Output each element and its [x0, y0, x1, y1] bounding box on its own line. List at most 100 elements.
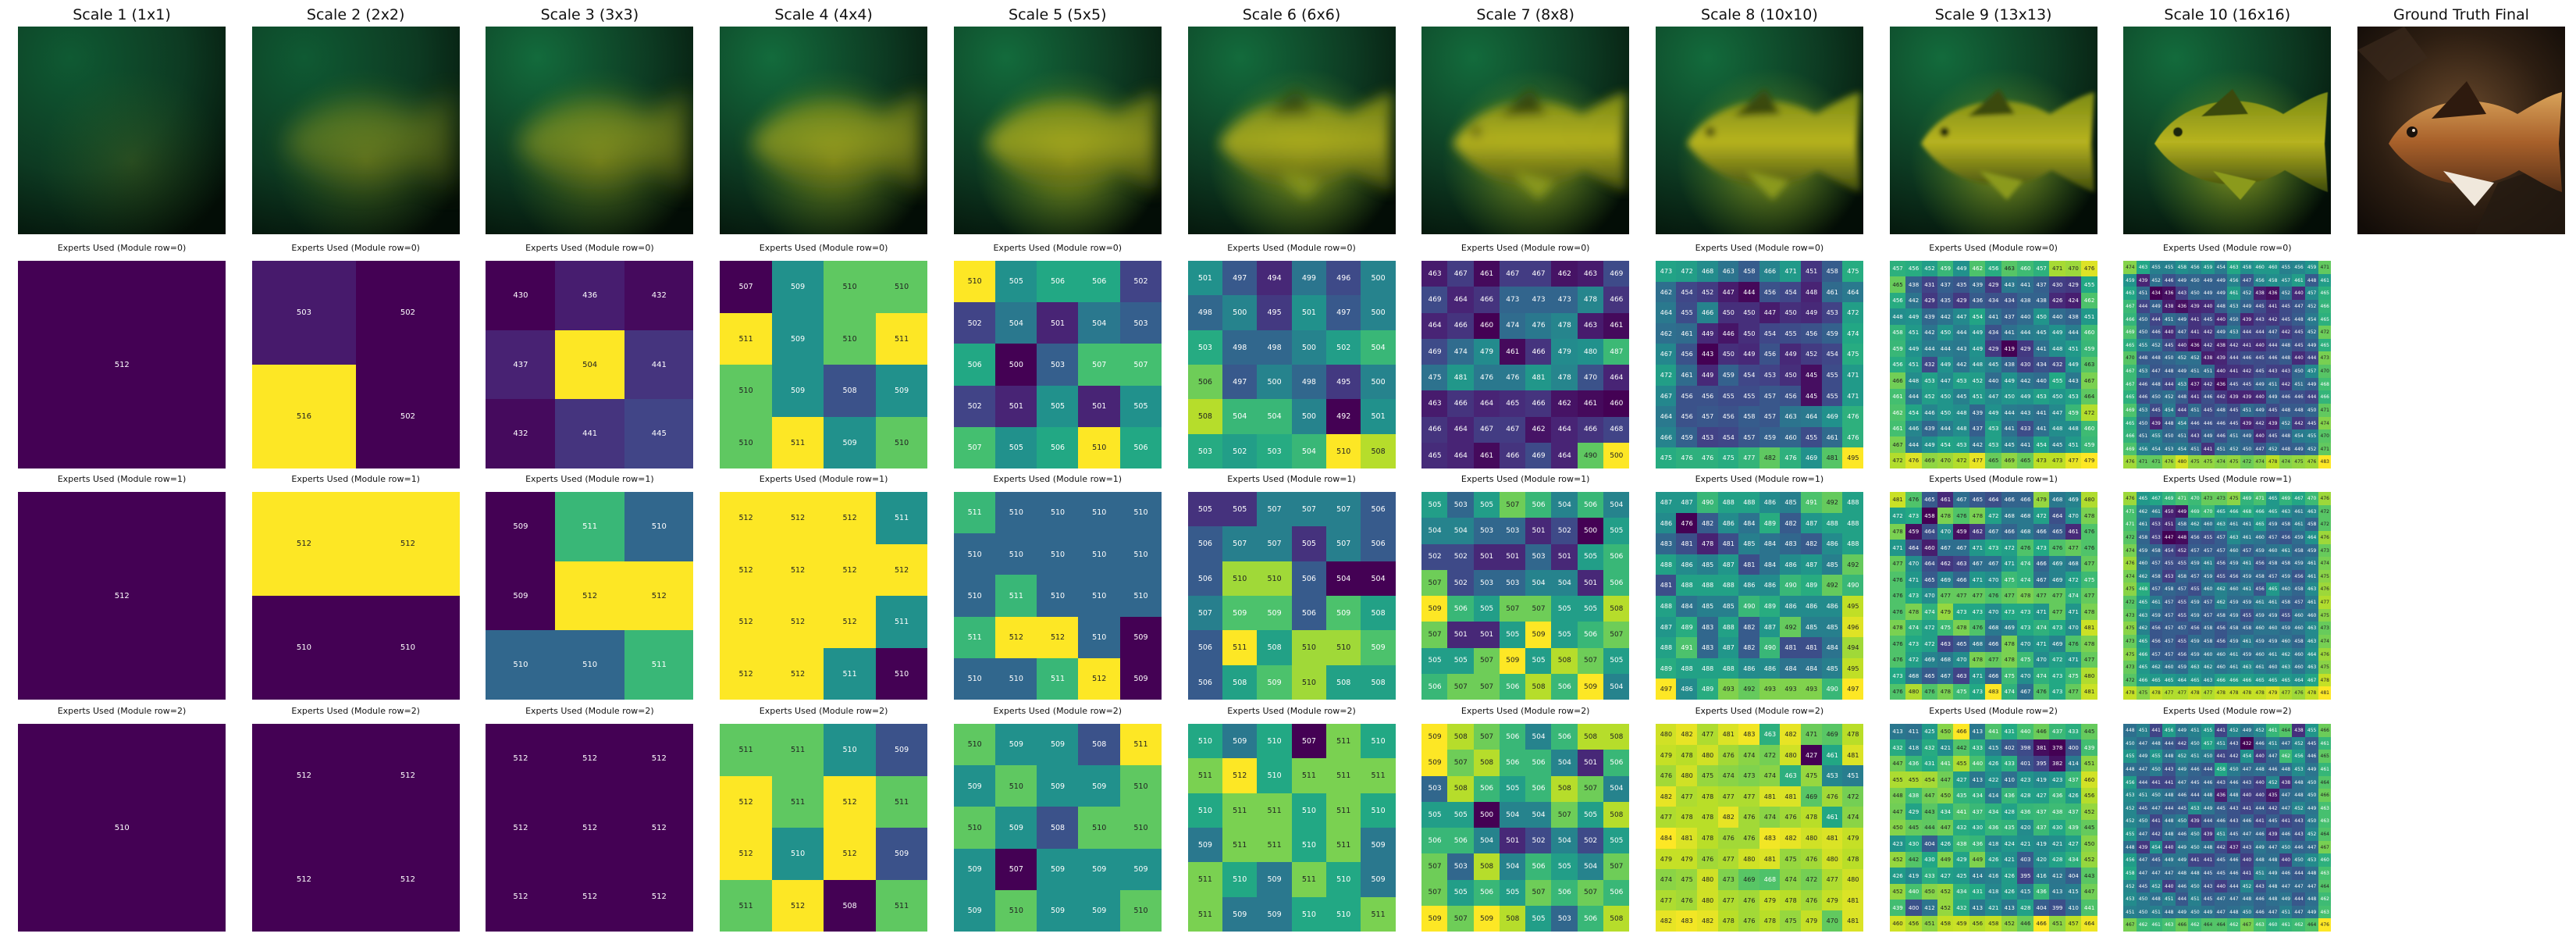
heatmap-cell: 477 [2162, 686, 2176, 700]
heatmap-cell: 453 [1759, 365, 1781, 387]
heatmap-cell: 471 [2065, 604, 2082, 621]
heatmap-cell: 451 [1969, 388, 1986, 405]
heatmap-cell: 404 [1921, 835, 1938, 853]
heatmap-cell: 452 [2305, 326, 2319, 340]
heatmap-cell: 488 [1676, 657, 1698, 679]
heatmap-cell: 436 [2017, 803, 2034, 821]
heatmap-cell: 446 [2305, 750, 2319, 764]
heatmap-cell: 484 [1655, 828, 1677, 850]
heatmap-cell: 461 [2305, 557, 2319, 571]
heatmap-cell: 447 [2136, 853, 2151, 868]
heatmap-cell: 500 [1361, 365, 1396, 400]
heatmap-cell: 445 [1953, 388, 1970, 405]
heatmap-cell: 467 [1655, 344, 1677, 365]
heatmap-cell: 461 [2305, 596, 2319, 610]
heatmap-cell: 502 [355, 261, 460, 365]
heatmap-cell: 448 [2305, 273, 2319, 287]
heatmap-cell: 507 [1473, 647, 1500, 675]
heatmap-cell: 447 [2227, 892, 2241, 907]
heatmap-cell: 448 [2175, 530, 2189, 544]
heatmap-cell: 432 [2240, 736, 2254, 750]
heatmap-cell: 469 [2279, 492, 2293, 506]
heatmap-cell: 463 [2318, 866, 2332, 880]
heatmap-cell: 469 [2049, 555, 2066, 572]
heatmap-cell: 516 [251, 365, 357, 468]
heatmap-title: Experts Used (Module row=1) [1461, 474, 1590, 484]
heatmap-cell: 449 [2305, 762, 2319, 776]
heatmap-cell: 510 [1257, 561, 1292, 597]
heatmap-cell: 444 [2253, 326, 2267, 340]
heatmap-cell: 504 [1603, 775, 1630, 803]
heatmap-cell: 446 [2227, 775, 2241, 789]
heatmap-cell: 483 [1738, 724, 1760, 746]
heatmap-cell: 463 [1421, 390, 1448, 417]
heatmap-cell: 510 [1119, 533, 1162, 575]
heatmap-cell: 439 [1889, 900, 1906, 917]
heatmap-cell: 505 [1499, 879, 1526, 907]
heatmap-cell: 478 [2318, 673, 2332, 687]
heatmap-cell: 410 [2001, 771, 2018, 789]
heatmap-cell: 459 [2240, 647, 2254, 661]
heatmap-cell: 500 [1577, 518, 1604, 544]
heatmap-cell: 464 [1447, 442, 1475, 468]
heatmap-cell: 486 [1780, 596, 1802, 618]
heatmap-cell: 457 [2149, 557, 2163, 571]
heatmap-cell: 469 [1421, 338, 1448, 365]
heatmap-cell: 448 [1905, 372, 1922, 390]
heatmap-cell: 460 [2292, 647, 2306, 661]
heatmap-cell: 415 [1985, 739, 2002, 757]
heatmap-cell: 469 [2123, 403, 2137, 417]
heatmap-cell: 507 [1577, 647, 1604, 675]
heatmap-cell: 473 [2201, 492, 2215, 506]
heatmap-cell: 486 [1655, 512, 1677, 534]
heatmap-cell: 442 [1905, 851, 1922, 868]
heatmap-cell: 461 [2149, 504, 2163, 518]
heatmap-cell: 433 [2065, 724, 2082, 740]
heatmap-cell: 435 [2266, 789, 2280, 803]
heatmap-cell: 462 [2149, 661, 2163, 675]
heatmap-cell: 474 [2318, 634, 2332, 648]
heatmap-cell: 480 [1905, 683, 1922, 700]
heatmap-cell: 478 [1937, 508, 1954, 525]
heatmap-cell: 503 [1257, 433, 1292, 468]
heatmap-cell: 447 [1937, 771, 1954, 789]
heatmap-cell: 444 [1905, 388, 1922, 405]
heatmap-cell: 486 [1801, 596, 1823, 618]
heatmap-cell: 476 [2065, 636, 2082, 653]
heatmap-cell: 472 [2123, 596, 2137, 610]
heatmap-cell: 509 [1037, 724, 1079, 766]
heatmap-cell: 434 [2065, 851, 2082, 868]
heatmap-cell: 457 [2162, 608, 2176, 622]
heatmap-cell: 446 [1717, 322, 1739, 344]
heatmap-cell: 505 [1551, 853, 1578, 880]
heatmap-cell: 455 [1953, 755, 1970, 772]
heatmap-cell: 445 [2292, 338, 2306, 352]
heatmap-cell: 446 [1921, 404, 1938, 422]
heatmap-cell: 448 [2175, 866, 2189, 880]
heatmap-cell: 473 [1969, 683, 1986, 700]
heatmap-cell: 476 [1985, 587, 2002, 604]
heatmap-cell: 511 [875, 775, 928, 828]
heatmap-cell: 448 [2227, 789, 2241, 803]
heatmap-cell: 487 [1655, 492, 1677, 514]
heatmap-cell: 462 [2214, 596, 2228, 610]
heatmap-cell: 452 [1921, 388, 1938, 405]
heatmap-cell: 500 [1361, 261, 1396, 296]
heatmap-cell: 505 [1551, 622, 1578, 648]
heatmap-cell: 462 [2279, 647, 2293, 661]
heatmap-cell: 445 [2253, 299, 2267, 313]
heatmap-cell: 456 [1801, 322, 1823, 344]
heatmap-cell: 466 [1447, 312, 1475, 340]
heatmap-cell: 444 [1937, 420, 1954, 437]
heatmap-cell: 452 [1697, 281, 1719, 303]
heatmap-cell: 463 [2279, 504, 2293, 518]
heatmap-cell: 450 [1738, 322, 1760, 344]
heatmap-cell: 458 [2175, 518, 2189, 532]
heatmap-cell: 451 [2065, 436, 2082, 454]
heatmap-cell: 476 [1889, 651, 1906, 668]
heatmap-cell: 468 [2017, 508, 2034, 525]
heatmap-cell: 428 [2017, 787, 2034, 804]
scale-reconstruction-image [2123, 27, 2332, 234]
heatmap-cell: 456 [2279, 530, 2293, 544]
heatmap-cell: 512 [18, 492, 226, 700]
